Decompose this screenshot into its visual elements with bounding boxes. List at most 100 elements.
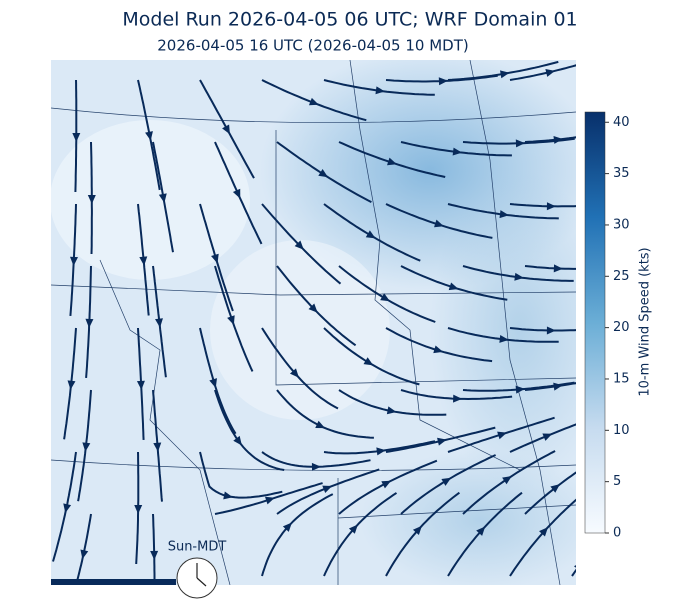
stream-arrow (348, 524, 358, 534)
stream-arrow (542, 433, 553, 441)
border (99, 259, 231, 585)
stream-arrow (67, 380, 76, 390)
stream-arrow (211, 253, 219, 264)
colorbar-tick-label: 0 (613, 526, 621, 541)
stream-arrow (233, 435, 242, 446)
stream-arrow (139, 256, 148, 266)
stream-arrow (453, 394, 463, 403)
stream-arrow (514, 272, 524, 281)
stream-arrow (289, 368, 299, 378)
wind-area (360, 450, 576, 585)
stream-arrow (158, 193, 167, 203)
colorbar-tick-label: 35 (613, 166, 630, 181)
border (337, 478, 576, 585)
stream-arrow (433, 345, 444, 354)
stream-arrow (311, 462, 321, 471)
stream-arrow (82, 442, 91, 452)
stream-arrow (545, 69, 556, 77)
stream-arrow (441, 477, 452, 486)
stream-arrow (553, 382, 563, 391)
colorbar-tick-label: 25 (613, 269, 630, 284)
stream-arrow (497, 431, 507, 440)
stream-arrow (209, 378, 217, 388)
stream-arrow (387, 157, 397, 166)
stream-arrow (134, 504, 143, 514)
stream-arrow (315, 420, 326, 429)
stream-arrow (515, 385, 525, 394)
stream-arrow (448, 282, 459, 291)
colorbar-tick-label: 15 (613, 371, 630, 386)
stream-arrow (539, 527, 549, 537)
stream-arrow (308, 303, 318, 313)
clock-hand (196, 577, 207, 587)
stream-arrow (438, 77, 448, 86)
stream-arrow (375, 86, 385, 95)
calm-area (51, 120, 250, 280)
colorbar-tick-label: 20 (613, 320, 630, 335)
stream-arrow (452, 147, 463, 156)
stream-arrow (150, 550, 159, 560)
stream-arrow (153, 442, 162, 452)
border (349, 60, 521, 471)
stream-arrow (80, 549, 89, 560)
stream-arrow (294, 240, 304, 250)
stream-arrow (412, 525, 422, 536)
wind-area (430, 170, 576, 490)
stream-arrow (63, 503, 72, 514)
stream-arrow (85, 318, 94, 328)
stream-arrow (318, 168, 329, 178)
stream-arrow (515, 139, 525, 148)
stream-arrow (365, 230, 376, 239)
stream-arrow (232, 188, 241, 199)
stream-arrow (87, 194, 96, 204)
stream-arrow (227, 315, 235, 326)
stream-arrow (363, 357, 374, 366)
stream-arrow (437, 437, 447, 446)
border (275, 130, 576, 386)
colorbar-tick-label: 10 (613, 423, 630, 438)
calm-area (210, 240, 390, 420)
colorbar-tick-label: 40 (613, 115, 630, 130)
streamline (571, 568, 576, 577)
stream-arrow (553, 264, 563, 273)
stream-arrow (72, 132, 81, 142)
stream-arrow (222, 124, 230, 135)
stream-arrow (546, 202, 556, 211)
stream-arrow (550, 484, 560, 493)
stream-arrow (502, 475, 512, 485)
stream-arrow (546, 326, 556, 335)
stream-arrow (308, 97, 319, 106)
stream-arrow (499, 210, 509, 219)
stream-arrow (136, 380, 145, 390)
time-bar (51, 579, 176, 585)
streamlines (52, 60, 576, 585)
stream-arrow (155, 318, 163, 328)
stream-arrow (70, 256, 78, 266)
border (51, 459, 576, 471)
map (51, 60, 576, 585)
stream-arrow (500, 70, 510, 79)
stream-arrow (380, 293, 390, 302)
stream-arrow (322, 485, 333, 494)
colorbar-label: 10-m Wind Speed (kts) (638, 247, 653, 396)
stream-arrow (376, 447, 386, 456)
stream-arrow (145, 131, 153, 141)
border (51, 107, 576, 123)
stream-arrow (499, 334, 509, 343)
stream-arrow (476, 526, 486, 536)
colorbar-tick-label: 30 (613, 217, 630, 232)
stream-arrow (223, 491, 233, 500)
colorbar (584, 111, 606, 534)
clock-label: Sun-MDT (168, 540, 227, 555)
stream-arrow (434, 219, 444, 228)
stream-arrow (553, 135, 563, 144)
stream-arrow (265, 496, 275, 505)
subtitle: 2026-04-05 16 UTC (2026-04-05 10 MDT) (157, 37, 468, 55)
title: Model Run 2026-04-05 06 UTC; WRF Domain … (122, 9, 577, 31)
stream-arrow (386, 406, 397, 415)
stream-arrow (381, 480, 392, 489)
colorbar-tick-label: 5 (613, 474, 621, 489)
stream-arrow (282, 522, 292, 532)
stream-arrow (573, 565, 576, 568)
